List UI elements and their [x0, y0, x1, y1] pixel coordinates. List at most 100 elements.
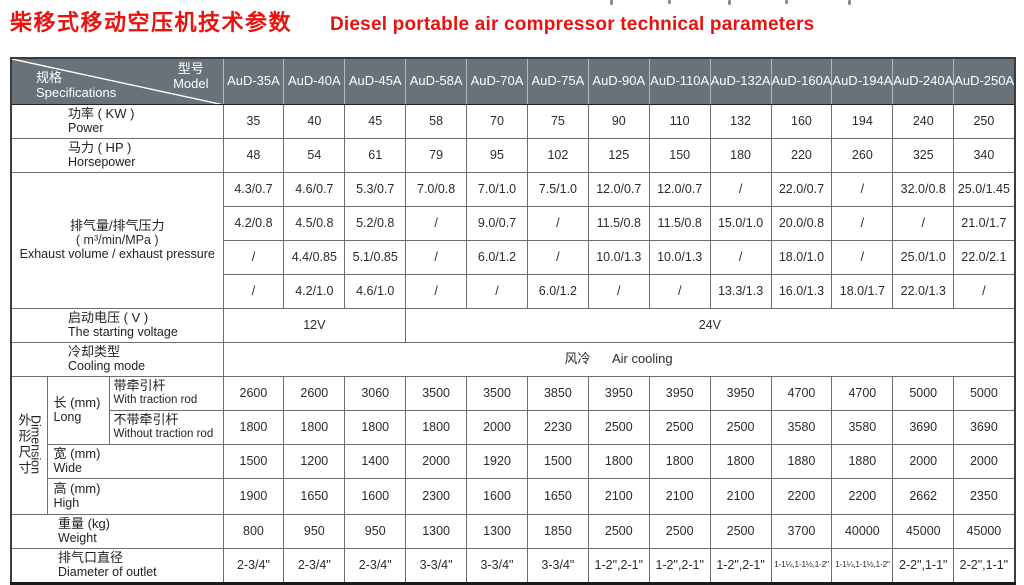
exhaust-value-cell: 18.0/1.0 [770, 239, 833, 275]
exhaust-value-cell: 7.0/1.0 [466, 171, 528, 207]
row-outlet: 排气口直径 Diameter of outlet 2-3/4" 2-3/4" 2-3… [10, 547, 1016, 584]
exhaust-value-cell: 13.3/1.3 [709, 273, 772, 309]
horsepower-value-cell: 125 [587, 137, 650, 173]
exhaust-value-cell: 4.2/1.0 [283, 273, 346, 309]
power-value-cell: 90 [587, 103, 650, 139]
page-title: 柴移式移动空压机技术参数 Diesel portable air compres… [10, 5, 814, 37]
length-without-rod-value-cell: 3580 [831, 409, 894, 445]
power-value-cell: 70 [466, 103, 528, 139]
corner-cell: 型号 Model 规格 Specifications [10, 57, 224, 105]
exhaust-value-cell: 22.0/0.7 [770, 171, 833, 207]
power-value-cell: 194 [831, 103, 894, 139]
weight-value-cell: 950 [283, 513, 346, 549]
voltage-value-24v: 24V [405, 307, 1016, 343]
weight-value-cell: 2500 [587, 513, 650, 549]
horsepower-value-cell: 150 [648, 137, 711, 173]
exhaust-label-en: Exhaust volume / exhaust pressure [19, 247, 215, 262]
wide-value-cell: 1200 [283, 443, 346, 479]
row-exhaust-3: /4.4/0.85 5.1/0.85/6.0/1.2/10.0/1.3 10.0/1… [11, 239, 1016, 275]
horsepower-value-cell: 61 [344, 137, 407, 173]
horsepower-value-cell: 102 [526, 137, 589, 173]
corner-spec-en: Specifications [36, 84, 117, 100]
row-label-horsepower: 马力 ( HP ) Horsepower [10, 137, 224, 173]
wide-value-cell: 1800 [587, 443, 650, 479]
row-label-voltage: 启动电压 ( V ) The starting voltage [10, 307, 224, 343]
outlet-value-cell: 1-1¼,1-1½,1-2" [831, 547, 894, 584]
wide-value-cell: 2000 [892, 443, 955, 479]
parameters-table: 型号 Model 规格 Specifications AuD-35A AuD-40… [10, 57, 1016, 585]
corner-spec-zh: 规格 [36, 70, 63, 86]
row-cooling: 冷却类型 Cooling mode 风冷 Air cooling [10, 341, 1016, 377]
exhaust-value-cell: 7.0/0.8 [405, 171, 468, 207]
exhaust-value-cell: / [466, 273, 528, 309]
wide-value-cell: 2000 [953, 443, 1016, 479]
length-without-rod-value-cell: 1800 [222, 409, 285, 445]
wide-value-cell: 1500 [526, 443, 589, 479]
weight-value-cell: 45000 [953, 513, 1016, 549]
power-value-cell: 58 [405, 103, 468, 139]
model-header-cell: AuD-70A [466, 57, 528, 105]
length-with-rod-value-cell: 5000 [892, 375, 955, 411]
dimension-side-label: 外形尺寸 Dimension [10, 375, 48, 515]
wide-value-cell: 1920 [466, 443, 528, 479]
exhaust-value-cell: 4.2/0.8 [222, 205, 285, 241]
length-with-rod-value-cell: 3950 [709, 375, 772, 411]
exhaust-value-cell: / [405, 273, 468, 309]
long-label-zh: 长 (mm) [53, 394, 101, 410]
length-with-rod-value-cell: 4700 [770, 375, 833, 411]
row-weight: 重量 (kg) Weight 800 950 950 1300 1300 1850 2500… [10, 513, 1016, 549]
weight-value-cell: 2500 [709, 513, 772, 549]
length-without-rod-value-cell: 1800 [344, 409, 407, 445]
outlet-label-en: Diameter of outlet [58, 565, 157, 580]
exhaust-value-cell: 6.0/1.2 [466, 239, 528, 275]
exhaust-value-cell: / [526, 205, 589, 241]
without-rod-label: 不带牵引杆 Without traction rod [108, 409, 224, 445]
exhaust-value-cell: 18.0/1.7 [831, 273, 894, 309]
high-value-cell: 1600 [344, 477, 407, 515]
power-value-cell: 40 [283, 103, 346, 139]
exhaust-value-cell: 32.0/0.8 [892, 171, 955, 207]
exhaust-value-cell: 4.5/0.8 [283, 205, 346, 241]
row-label-cooling: 冷却类型 Cooling mode [10, 341, 224, 377]
header-row: 型号 Model 规格 Specifications AuD-35A AuD-40… [10, 57, 1016, 105]
with-rod-label: 带牵引杆 With traction rod [108, 375, 224, 411]
exhaust-value-cell: 4.6/0.7 [283, 171, 346, 207]
high-value-cell: 1650 [283, 477, 346, 515]
high-value-cell: 2100 [648, 477, 711, 515]
length-without-rod-value-cell: 1800 [283, 409, 346, 445]
high-value-cell: 1650 [526, 477, 589, 515]
model-header-cell: AuD-75A [526, 57, 589, 105]
model-header-cell: AuD-132A [709, 57, 772, 105]
exhaust-value-cell: 22.0/1.3 [892, 273, 955, 309]
horsepower-label-en: Horsepower [68, 155, 136, 170]
exhaust-value-cell: / [222, 239, 285, 275]
weight-value-cell: 1300 [405, 513, 468, 549]
power-value-cell: 45 [344, 103, 407, 139]
power-value-cell: 35 [222, 103, 285, 139]
high-value-cell: 1900 [222, 477, 285, 515]
corner-spec-label: 规格 Specifications [36, 71, 116, 100]
cooling-value-zh: 风冷 [564, 350, 591, 366]
high-label-zh: 高 (mm) [53, 480, 101, 496]
length-with-rod-value-cell: 3500 [466, 375, 528, 411]
weight-value-cell: 1300 [466, 513, 528, 549]
length-without-rod-value-cell: 3690 [892, 409, 955, 445]
length-with-rod-value-cell: 2600 [222, 375, 285, 411]
exhaust-label-zh: 排气量/排气压力 [69, 217, 165, 233]
long-label: 长 (mm) Long [46, 375, 110, 445]
exhaust-value-cell: 10.0/1.3 [587, 239, 650, 275]
row-exhaust-4: /4.2/1.0 4.6/1.0//6.0/1.2//13.3/1.3 16.0/1… [11, 273, 1016, 309]
model-header-cell: AuD-250A [953, 57, 1016, 105]
high-value-cell: 2350 [953, 477, 1016, 515]
wide-value-cell: 1500 [222, 443, 285, 479]
power-label-en: Power [68, 121, 104, 136]
wide-value-cell: 1880 [831, 443, 894, 479]
weight-value-cell: 40000 [831, 513, 894, 549]
weight-value-cell: 1850 [526, 513, 589, 549]
exhaust-value-cell: 15.0/1.0 [709, 205, 772, 241]
exhaust-value-cell: 12.0/0.7 [648, 171, 711, 207]
corner-model-zh: 型号 [177, 61, 204, 76]
exhaust-value-cell: 16.0/1.3 [770, 273, 833, 309]
length-without-rod-value-cell: 2500 [709, 409, 772, 445]
length-without-rod-value-cell: 2500 [587, 409, 650, 445]
